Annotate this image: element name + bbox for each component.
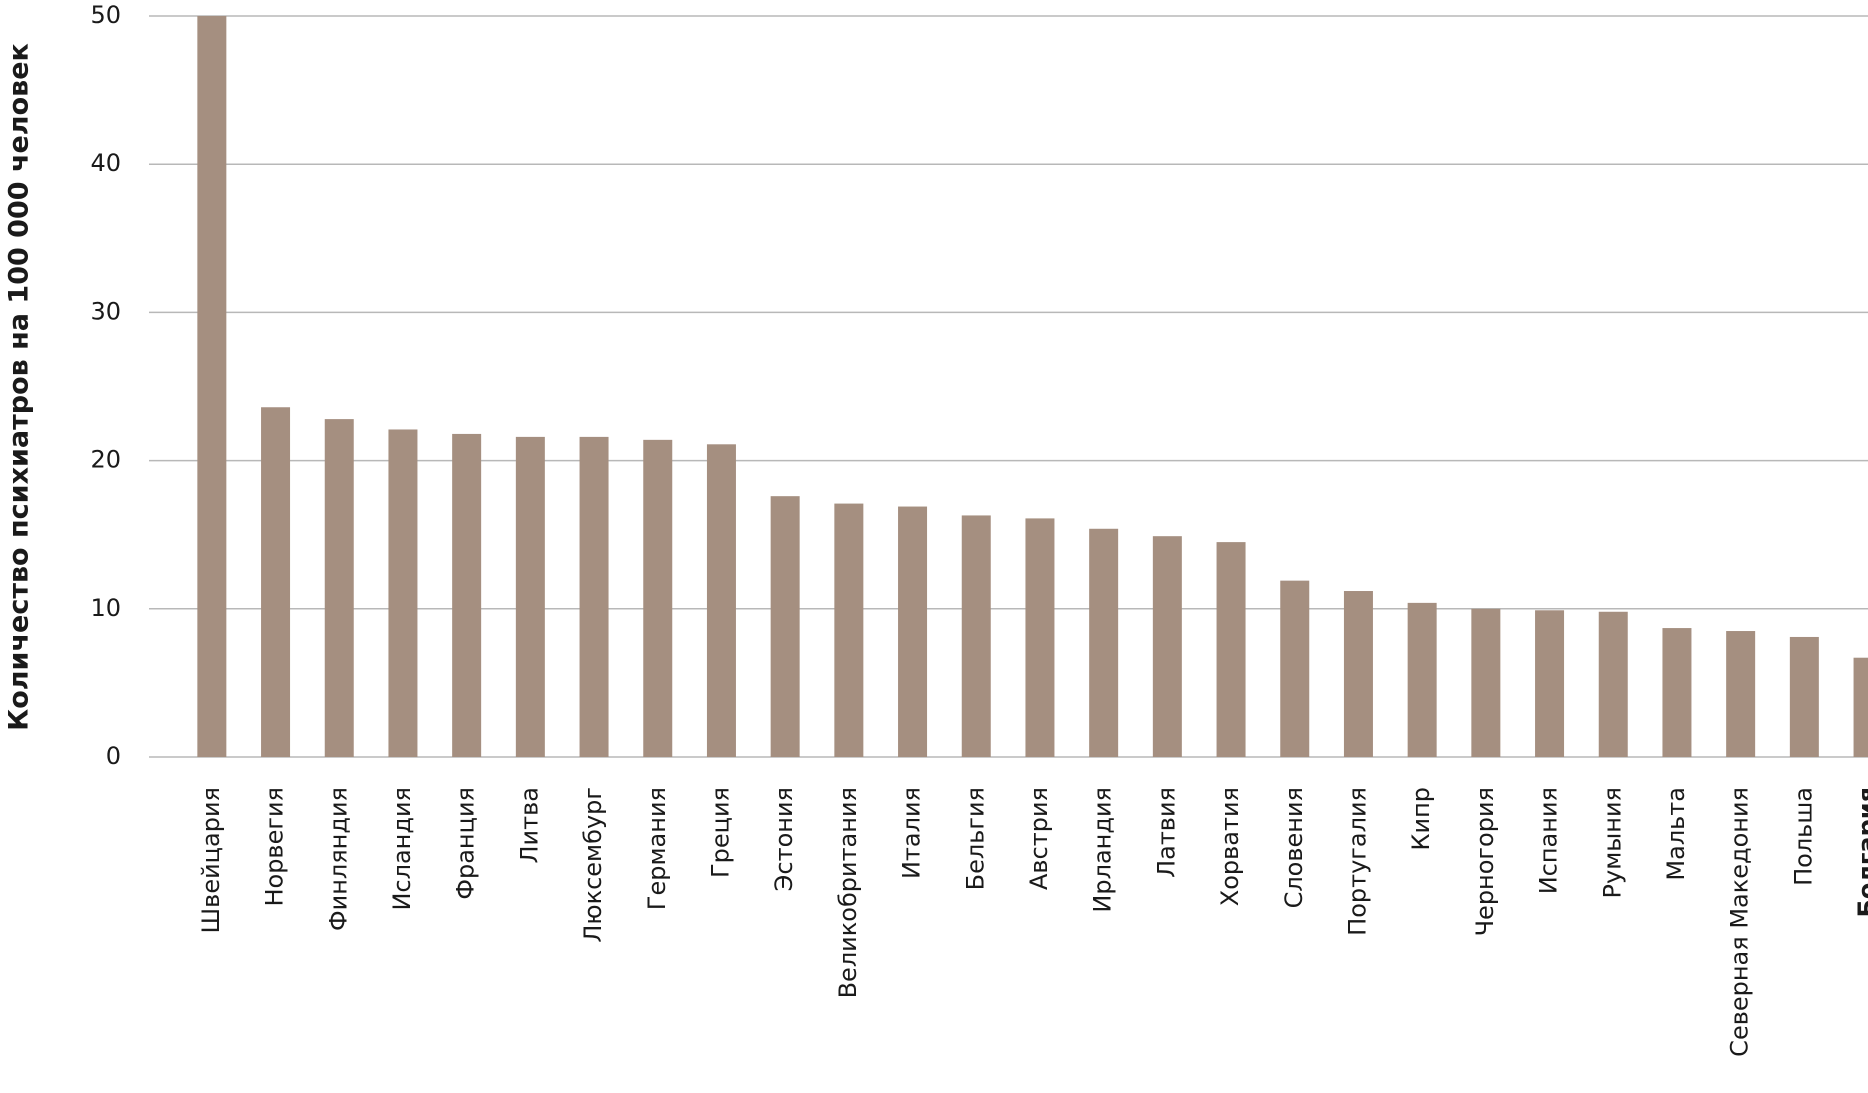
x-tick-label: Северная Македония [1726,787,1754,1057]
bar [1089,528,1119,757]
x-tick-label: Кипр [1407,787,1435,851]
bar [1471,608,1501,757]
bar [898,506,928,757]
bar [961,515,991,757]
bar [1789,636,1819,757]
y-tick-label: 50 [90,1,121,29]
x-tick-label: Словения [1280,787,1308,908]
bar [324,419,354,757]
x-tick-label: Испания [1535,787,1563,894]
x-tick-label: Норвегия [261,787,289,907]
x-tick-label: Исландия [388,787,416,911]
bar [1152,536,1182,757]
x-tick-label: Германия [643,787,671,910]
y-axis-title: Количество психиатров на 100 000 человек [4,43,35,731]
bar [579,436,609,757]
bar [1407,602,1437,757]
x-tick-label: Португалия [1343,787,1371,936]
x-tick-label: Финляндия [324,787,352,931]
bar [706,444,736,757]
x-tick-label: Великобритания [834,787,862,998]
bar [452,433,482,757]
x-tick-label: Бельгия [961,787,989,890]
x-tick-label: Литва [515,787,543,863]
bar [1726,631,1756,757]
bar [1280,580,1310,757]
bar [643,439,673,757]
bar [770,496,800,757]
x-tick-label: Франция [452,787,480,900]
bar [1853,657,1868,757]
bar [1662,628,1692,757]
bar [1343,591,1373,757]
x-tick-label: Польша [1789,787,1817,886]
x-tick-label: Австрия [1025,787,1053,890]
y-tick-label: 40 [90,149,121,177]
y-tick-label: 20 [90,446,121,474]
x-tick-label: Мальта [1662,787,1690,881]
x-tick-label: Ирландия [1089,787,1117,913]
x-tick-label: Черногория [1471,787,1499,936]
x-tick-label: Эстония [770,787,798,891]
bar [388,429,418,757]
bar [1216,542,1246,757]
bar [1535,610,1565,757]
y-tick-label: 0 [106,742,121,770]
x-tick-label: Швейцария [197,787,225,933]
bar [515,436,545,757]
x-tick-label: Люксембург [579,787,607,943]
bar [1598,611,1628,757]
x-tick-label: Италия [898,787,926,879]
x-tick-label: Латвия [1152,787,1180,878]
bar [1025,518,1055,757]
y-tick-label: 30 [90,297,121,325]
x-tick-label: Хорватия [1216,787,1244,906]
x-tick-label: Болгария [1853,787,1868,918]
bar [197,16,227,757]
x-tick-label: Греция [706,787,734,878]
x-tick-label: Румыния [1598,787,1626,898]
bar [261,407,291,757]
bar [834,503,864,757]
y-tick-label: 10 [90,594,121,622]
